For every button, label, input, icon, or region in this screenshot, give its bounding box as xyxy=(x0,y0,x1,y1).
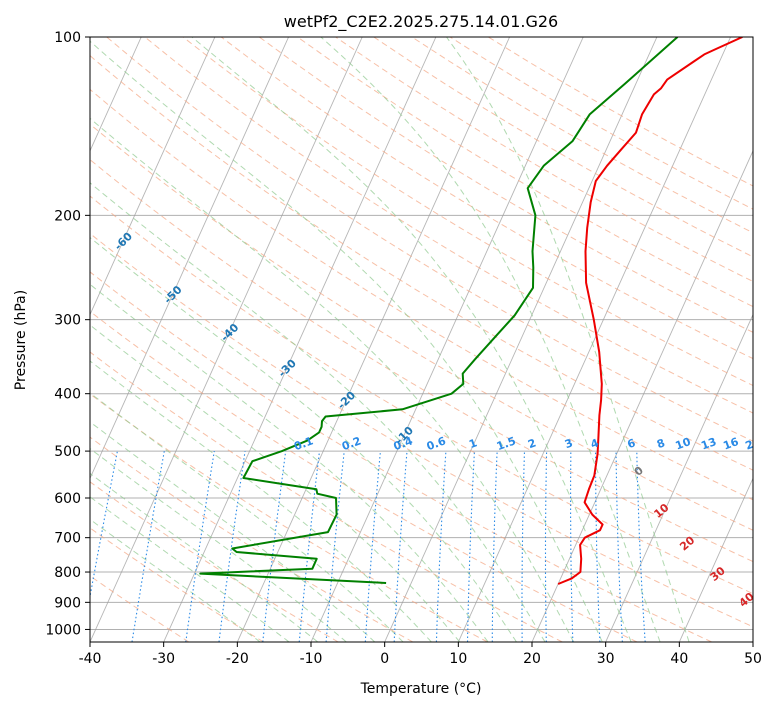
temperature-profile xyxy=(557,37,743,585)
dewpoint-profile xyxy=(199,37,679,584)
moist-adiabat xyxy=(90,40,603,642)
x-tick-label: -40 xyxy=(79,651,102,667)
skewed-isotherm xyxy=(236,37,510,642)
dry-adiabat xyxy=(90,159,753,563)
background-lines xyxy=(90,37,753,642)
dry-adiabat xyxy=(90,123,753,531)
dry-adiabat xyxy=(90,232,753,628)
mixing-ratio-line xyxy=(298,451,321,642)
skewed-isotherm xyxy=(90,37,289,480)
moist-adiabat xyxy=(90,472,319,642)
skewed-isotherm xyxy=(90,37,363,642)
dry-adiabat xyxy=(144,37,753,414)
x-tick-label: 10 xyxy=(449,651,467,667)
moist-adiabat xyxy=(90,518,261,642)
mixing-ratio-label: 13 xyxy=(699,435,718,452)
dry-adiabat xyxy=(106,37,753,442)
mixing-ratio-label: 0.4 xyxy=(392,434,415,453)
mixing-ratio-line xyxy=(364,451,381,642)
mixing-ratio-label: 4 xyxy=(589,436,601,451)
x-tick-label: 30 xyxy=(597,651,615,667)
dry-adiabat xyxy=(220,37,753,360)
x-tick-label: -20 xyxy=(226,651,249,667)
mixing-ratio-label: 6 xyxy=(626,436,638,451)
x-tick-label: 50 xyxy=(744,651,762,667)
chart-title: wetPf2_C2E2.2025.275.14.01.G26 xyxy=(284,12,558,32)
x-axis: -40 -30 -20 -10 0 10 20 30 40 50 xyxy=(79,642,762,667)
moist-adiabat xyxy=(446,37,690,642)
mixing-ratio-label: 0.2 xyxy=(340,434,363,453)
mixing-ratio-label: 1 xyxy=(467,436,479,451)
dry-adiabat xyxy=(90,195,753,595)
series-lines xyxy=(199,37,743,585)
dry-adiabat xyxy=(90,310,638,642)
mixing-ratio-label: 3 xyxy=(563,436,575,451)
mixing-ratio-label: 20 xyxy=(744,435,763,453)
moist-adiabat xyxy=(90,236,517,642)
y-tick-label: 200 xyxy=(54,208,81,224)
skewed-isotherm xyxy=(457,37,731,642)
mixing-ratio-label: 2 xyxy=(526,436,538,451)
y-tick-label: 100 xyxy=(54,30,81,46)
y-tick-label: 400 xyxy=(54,387,81,403)
y-tick-label: 700 xyxy=(54,531,81,547)
moist-adiabat xyxy=(90,182,546,642)
mixing-ratio-label: 1.5 xyxy=(495,434,518,453)
y-tick-label: 600 xyxy=(54,491,81,507)
dry-adiabat xyxy=(90,351,563,642)
x-tick-label: 0 xyxy=(380,651,389,667)
skewed-isotherm xyxy=(384,37,658,642)
skewed-isotherm xyxy=(605,313,753,642)
moist-adiabat xyxy=(191,37,632,642)
x-tick-label: 20 xyxy=(523,651,541,667)
dry-adiabat xyxy=(259,37,753,333)
mixing-ratio-line xyxy=(185,451,215,642)
mixing-ratio-line xyxy=(262,451,287,642)
mixing-ratio-label: 16 xyxy=(721,435,740,453)
skewed-isotherm xyxy=(163,37,437,642)
moist-adiabat xyxy=(90,392,404,642)
mixing-ratio-label: 0.1 xyxy=(292,434,315,453)
y-tick-label: 500 xyxy=(54,444,81,460)
dry-adiabat xyxy=(90,88,753,501)
y-tick-label: 800 xyxy=(54,565,81,581)
moist-adiabat xyxy=(90,496,290,642)
y-tick-label: 300 xyxy=(54,313,81,329)
mixing-ratio-line xyxy=(218,451,246,642)
mixing-ratio-label: 0.6 xyxy=(425,434,448,453)
x-tick-label: -30 xyxy=(152,651,175,667)
y-axis-label: Pressure (hPa) xyxy=(13,290,29,390)
mixing-ratio-line xyxy=(325,451,345,642)
plot-area xyxy=(90,37,753,642)
y-axis: 100 200 300 400 500 600 700 800 900 1000 xyxy=(45,30,90,638)
y-tick-label: 900 xyxy=(54,595,81,611)
y-tick-label: 1000 xyxy=(45,622,81,638)
dry-adiabat xyxy=(90,54,753,471)
x-axis-label: Temperature (°C) xyxy=(360,681,482,697)
dry-adiabat xyxy=(90,271,712,642)
skewed-isotherm xyxy=(678,477,753,642)
moist-adiabat xyxy=(320,37,661,642)
dry-adiabat xyxy=(90,436,414,642)
mixing-ratio-label: 8 xyxy=(655,436,667,451)
moist-adiabat xyxy=(90,283,489,642)
x-tick-label: 40 xyxy=(670,651,688,667)
skewed-isotherm xyxy=(90,37,216,316)
skewed-isotherm xyxy=(90,37,142,152)
skewed-isotherm xyxy=(531,149,753,642)
moist-adiabat xyxy=(90,117,575,642)
x-tick-label: -10 xyxy=(300,651,323,667)
plot-frame xyxy=(89,36,754,643)
mixing-ratio-label: 10 xyxy=(674,435,693,453)
moist-adiabat xyxy=(90,421,376,642)
skewed-isotherm xyxy=(310,37,584,642)
moist-adiabat xyxy=(90,360,432,642)
dry-adiabat xyxy=(90,481,339,642)
